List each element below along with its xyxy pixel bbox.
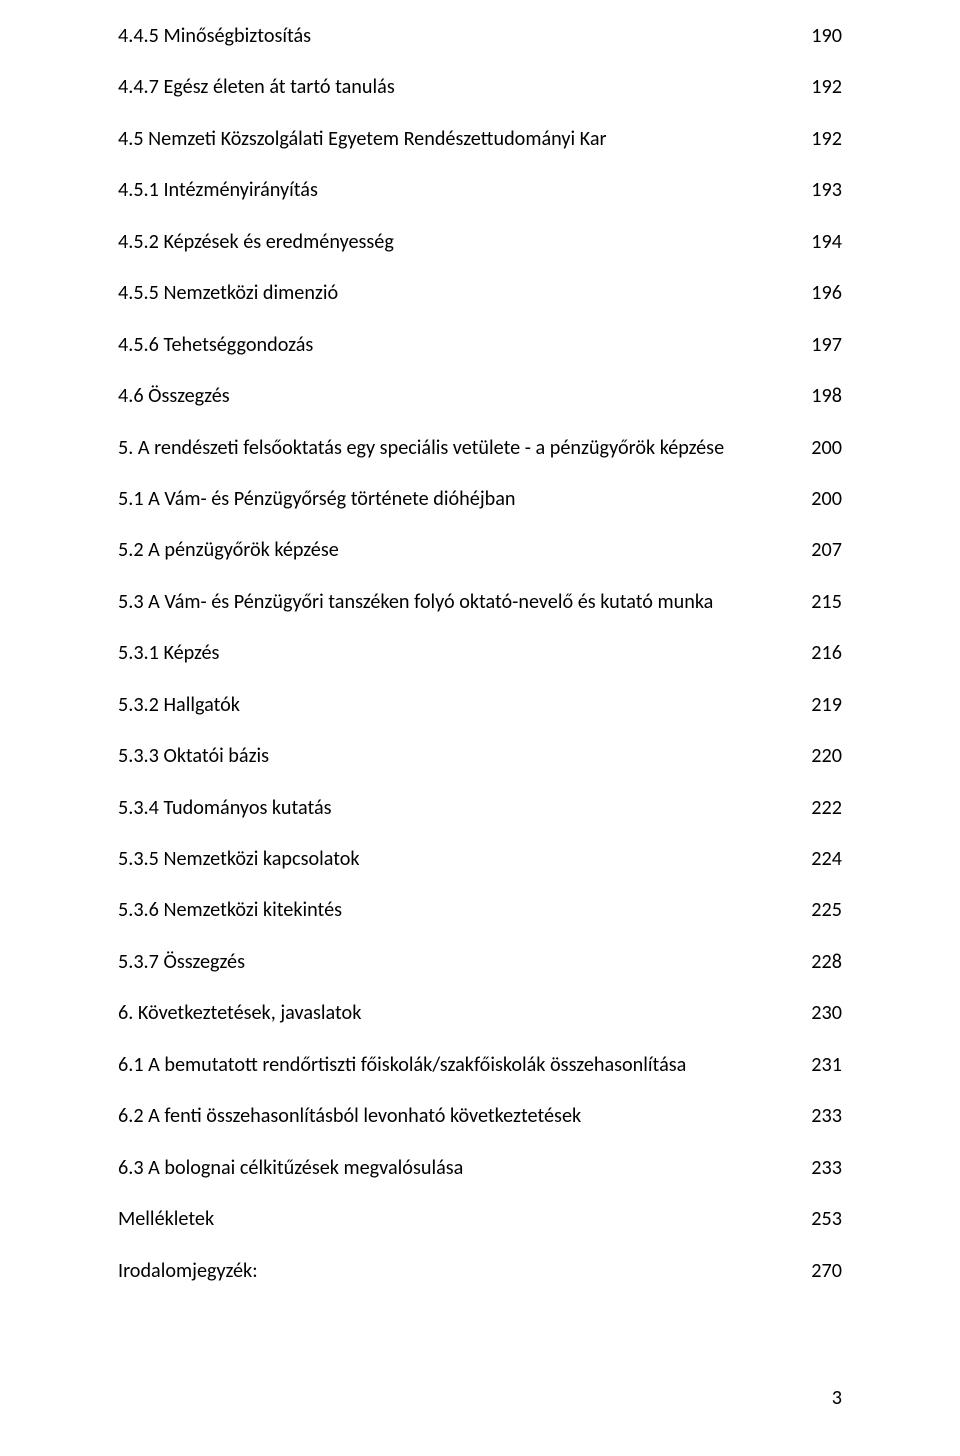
table-of-contents: 4.4.5 Minőségbiztosítás190 4.4.7 Egész él…: [118, 24, 842, 1284]
toc-entry: 5.3.6 Nemzetközi kitekintés225: [118, 898, 842, 923]
toc-entry: 4.4.5 Minőségbiztosítás190: [118, 24, 842, 49]
toc-entry-page: 200: [802, 436, 842, 461]
toc-entry-label: 4.5.1 Intézményirányítás: [118, 178, 802, 203]
toc-entry: 5.3.7 Összegzés228: [118, 950, 842, 975]
toc-entry-page: 192: [802, 127, 842, 152]
toc-entry-label: 5.3.1 Képzés: [118, 641, 802, 666]
page-number: 3: [832, 1386, 842, 1410]
toc-entry: 4.4.7 Egész életen át tartó tanulás192: [118, 75, 842, 100]
toc-entry: 5.2 A pénzügyőrök képzése207: [118, 538, 842, 563]
toc-entry-page: 198: [802, 384, 842, 409]
toc-entry-page: 228: [802, 950, 842, 975]
toc-entry-label: 5.3.4 Tudományos kutatás: [118, 796, 802, 821]
toc-entry-label: 4.4.5 Minőségbiztosítás: [118, 24, 802, 49]
toc-entry-label: 5.3.7 Összegzés: [118, 950, 802, 975]
toc-entry: Irodalomjegyzék:270: [118, 1259, 842, 1284]
toc-entry-label: 4.4.7 Egész életen át tartó tanulás: [118, 75, 802, 100]
toc-entry: 5.3.1 Képzés216: [118, 641, 842, 666]
toc-entry-page: 230: [802, 1001, 842, 1026]
toc-entry-page: 193: [802, 178, 842, 203]
toc-entry-page: 270: [802, 1259, 842, 1284]
toc-entry-label: 5.3.2 Hallgatók: [118, 693, 802, 718]
toc-entry: 6.3 A bolognai célkitűzések megvalósulás…: [118, 1156, 842, 1181]
toc-entry-label: 6.3 A bolognai célkitűzések megvalósulás…: [118, 1156, 802, 1181]
toc-entry-page: 200: [802, 487, 842, 512]
toc-entry-label: Irodalomjegyzék:: [118, 1259, 802, 1284]
toc-entry-label: 5.2 A pénzügyőrök képzése: [118, 538, 802, 563]
toc-entry: 5.3 A Vám- és Pénzügyőri tanszéken folyó…: [118, 590, 842, 615]
toc-entry-label: 6.1 A bemutatott rendőrtiszti főiskolák/…: [118, 1053, 802, 1078]
toc-entry-page: 194: [802, 230, 842, 255]
toc-entry: 5.3.2 Hallgatók219: [118, 693, 842, 718]
toc-entry-page: 253: [802, 1207, 842, 1232]
toc-entry: 6. Következtetések, javaslatok230: [118, 1001, 842, 1026]
toc-entry-page: 222: [802, 796, 842, 821]
toc-entry-page: 224: [802, 847, 842, 872]
toc-entry: 5.3.5 Nemzetközi kapcsolatok224: [118, 847, 842, 872]
toc-entry: 5.3.4 Tudományos kutatás222: [118, 796, 842, 821]
toc-entry-page: 225: [802, 898, 842, 923]
toc-entry-page: 197: [802, 333, 842, 358]
toc-entry-page: 192: [802, 75, 842, 100]
toc-entry: Mellékletek253: [118, 1207, 842, 1232]
toc-entry: 5.1 A Vám- és Pénzügyőrség története dió…: [118, 487, 842, 512]
toc-entry-page: 207: [802, 538, 842, 563]
toc-entry: 4.5.6 Tehetséggondozás197: [118, 333, 842, 358]
toc-entry-label: 5.3.6 Nemzetközi kitekintés: [118, 898, 802, 923]
toc-entry-page: 231: [802, 1053, 842, 1078]
toc-entry-label: 5.1 A Vám- és Pénzügyőrség története dió…: [118, 487, 802, 512]
toc-entry-page: 233: [802, 1156, 842, 1181]
toc-entry-label: 4.5.6 Tehetséggondozás: [118, 333, 802, 358]
toc-entry-page: 219: [802, 693, 842, 718]
toc-entry-page: 196: [802, 281, 842, 306]
toc-entry-label: 4.6 Összegzés: [118, 384, 802, 409]
toc-entry-page: 216: [802, 641, 842, 666]
toc-entry-label: 5. A rendészeti felsőoktatás egy speciál…: [118, 436, 802, 461]
toc-entry: 4.5 Nemzeti Közszolgálati Egyetem Rendés…: [118, 127, 842, 152]
toc-entry: 4.5.1 Intézményirányítás193: [118, 178, 842, 203]
toc-entry-label: 6.2 A fenti összehasonlításból levonható…: [118, 1104, 802, 1129]
toc-entry: 4.6 Összegzés198: [118, 384, 842, 409]
toc-entry-label: 5.3.3 Oktatói bázis: [118, 744, 802, 769]
toc-entry: 4.5.2 Képzések és eredményesség194: [118, 230, 842, 255]
toc-entry-label: Mellékletek: [118, 1207, 802, 1232]
toc-entry-page: 190: [802, 24, 842, 49]
toc-entry: 4.5.5 Nemzetközi dimenzió196: [118, 281, 842, 306]
toc-entry: 5.3.3 Oktatói bázis220: [118, 744, 842, 769]
toc-entry-page: 215: [802, 590, 842, 615]
toc-entry-label: 4.5 Nemzeti Közszolgálati Egyetem Rendés…: [118, 127, 802, 152]
toc-entry: 6.2 A fenti összehasonlításból levonható…: [118, 1104, 842, 1129]
toc-entry: 5. A rendészeti felsőoktatás egy speciál…: [118, 436, 842, 461]
toc-entry-label: 6. Következtetések, javaslatok: [118, 1001, 802, 1026]
toc-entry-page: 220: [802, 744, 842, 769]
toc-entry: 6.1 A bemutatott rendőrtiszti főiskolák/…: [118, 1053, 842, 1078]
toc-entry-page: 233: [802, 1104, 842, 1129]
toc-entry-label: 4.5.2 Képzések és eredményesség: [118, 230, 802, 255]
toc-entry-label: 5.3 A Vám- és Pénzügyőri tanszéken folyó…: [118, 590, 802, 615]
toc-entry-label: 5.3.5 Nemzetközi kapcsolatok: [118, 847, 802, 872]
toc-entry-label: 4.5.5 Nemzetközi dimenzió: [118, 281, 802, 306]
